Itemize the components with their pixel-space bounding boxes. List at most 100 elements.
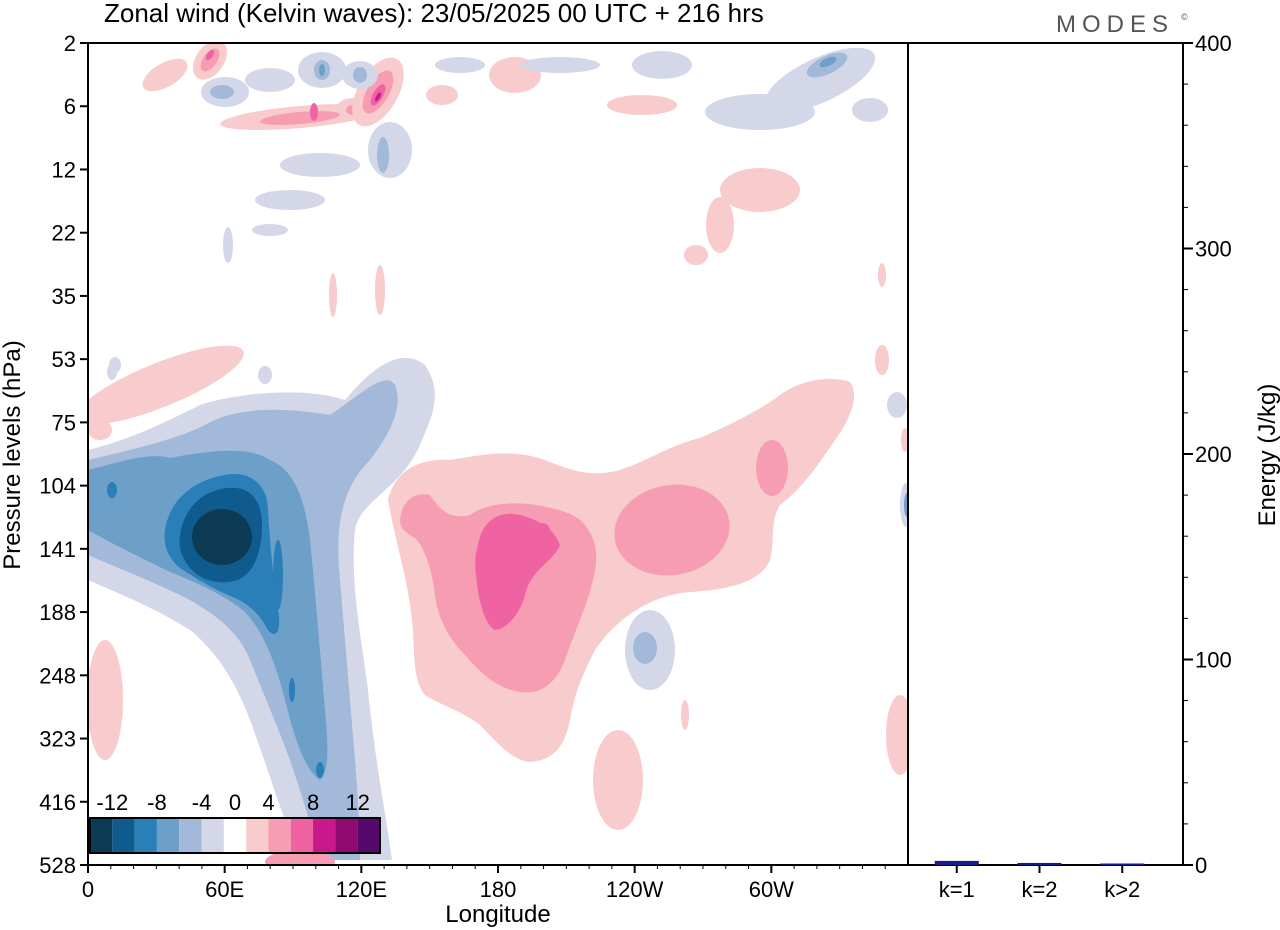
contour-neg-strat [377, 137, 389, 173]
contour-pos-strat [205, 49, 215, 61]
energy-category-label: k=2 [1021, 877, 1057, 902]
energy-tick-label: 300 [1195, 237, 1232, 262]
colorbar-swatch [90, 818, 113, 853]
y-tick-label: 188 [39, 600, 76, 625]
contour-neg-strat [852, 98, 888, 122]
colorbar-frame [89, 817, 381, 854]
y-tick-label: 75 [52, 410, 76, 435]
y-tick-label: 248 [39, 663, 76, 688]
contour-neg-strat [764, 47, 876, 113]
contour-neg-strat [353, 67, 367, 83]
pressure-axis: 2 6 12 22 35 53 75 104 141 188 248 323 416 528 [39, 31, 88, 878]
colorbar-swatch [179, 818, 202, 853]
contour-pos-l3 [535, 523, 551, 547]
contour-pos-strat [260, 111, 340, 125]
energy-category-label: k>2 [1104, 877, 1140, 902]
contour-neg-strat [426, 85, 458, 105]
colorbar-swatch [268, 818, 291, 853]
x-tick-label: 60W [749, 877, 794, 902]
contour-pos-l2 [614, 484, 730, 576]
contour-pos-upper [88, 420, 112, 440]
contour-pos-strat [706, 197, 734, 253]
x-tick-label: 120W [606, 877, 664, 902]
y-tick-label: 104 [39, 474, 76, 499]
x-tick-label: 0 [82, 877, 94, 902]
contour-neg-l4 [273, 540, 283, 610]
energy-bar [1017, 862, 1062, 865]
colorbar: -12 -8 -4 0 4 8 12 [89, 790, 381, 854]
contour-pos-edge [886, 695, 908, 775]
contour-pos-strat [374, 92, 382, 102]
contour-pos-lower [88, 640, 123, 760]
contour-neg-core [192, 509, 252, 565]
contour-neg-strat [520, 57, 600, 73]
colorbar-swatch [246, 818, 269, 853]
energy-tick-label: 0 [1195, 853, 1207, 878]
contour-neg-strat [819, 56, 837, 68]
contour-neg-strat [368, 122, 412, 178]
contour-neg-mid [633, 632, 657, 664]
colorbar-swatch [201, 818, 224, 853]
contour-neg-upper [107, 364, 117, 380]
colorbar-swatch [313, 818, 336, 853]
colorbar-swatch [112, 818, 135, 853]
contour-neg-strat [280, 153, 360, 177]
contour-pos-edge [875, 345, 889, 375]
colorbar-tick-label: -12 [96, 790, 128, 815]
contour-neg-mid [887, 392, 907, 418]
contour-pos-edge [901, 428, 908, 452]
contour-pos-strat [720, 168, 800, 212]
energy-bars: k=1 k=2 k>2 [934, 860, 1145, 902]
x-tick-label: 120E [336, 877, 387, 902]
contour-neg-strat [245, 68, 295, 92]
contour-pos-strat [310, 103, 318, 121]
colorbar-swatch [357, 818, 380, 853]
y-tick-label: 2 [64, 31, 76, 56]
y-tick-label: 12 [52, 157, 76, 182]
colorbar-swatch [223, 818, 247, 853]
colorbar-tick-label: -4 [192, 790, 212, 815]
contour-neg-strat [632, 51, 692, 79]
contour-pos-upper [88, 345, 244, 425]
contour-neg-strat [223, 227, 233, 263]
contour-pos-lower [593, 730, 643, 830]
colorbar-tick-label: 4 [262, 790, 274, 815]
contour-pos-lower [681, 700, 689, 730]
x-tick-label: 180 [480, 877, 517, 902]
contour-neg-strat [319, 64, 325, 76]
y-tick-label: 6 [64, 94, 76, 119]
brand-mark: © [1181, 12, 1188, 22]
energy-bar [1100, 863, 1145, 865]
chart-title: Zonal wind (Kelvin waves): 23/05/2025 00… [104, 0, 764, 28]
contour-neg-l4 [289, 678, 295, 702]
contour-pos-strat [329, 273, 337, 317]
contour-neg-strat [435, 57, 485, 73]
energy-axis-label: Energy (J/kg) [1254, 384, 1280, 527]
y-tick-label: 53 [52, 347, 76, 372]
contour-neg-strat [252, 224, 288, 236]
contour-neg-upper [258, 366, 272, 384]
contour-neg-strat [255, 190, 325, 210]
longitude-axis: 0 60E 120E 180 120W 60W [82, 865, 886, 902]
y-tick-label: 141 [39, 537, 76, 562]
colorbar-tick-label: 0 [229, 790, 241, 815]
y-tick-label: 323 [39, 727, 76, 752]
x-axis-label: Longitude [445, 901, 550, 928]
contour-pos-strat [607, 95, 677, 115]
colorbar-swatch [156, 818, 180, 853]
energy-tick-label: 400 [1195, 31, 1232, 56]
brand-logo: MODES [1056, 11, 1174, 38]
y-tick-label: 528 [39, 853, 76, 878]
contour-pos-strat [375, 265, 385, 315]
x-tick-label: 60E [205, 877, 244, 902]
contour-pos-strat [200, 48, 220, 72]
y-axis-label: Pressure levels (hPa) [0, 340, 26, 569]
energy-category-label: k=1 [939, 877, 975, 902]
contour-neg-strat [705, 94, 815, 130]
colorbar-swatch [290, 818, 314, 853]
energy-bar [934, 860, 979, 865]
contour-neg-l4 [107, 482, 117, 498]
contour-pos-strat [878, 263, 886, 287]
contour-pos-strat [142, 58, 188, 92]
